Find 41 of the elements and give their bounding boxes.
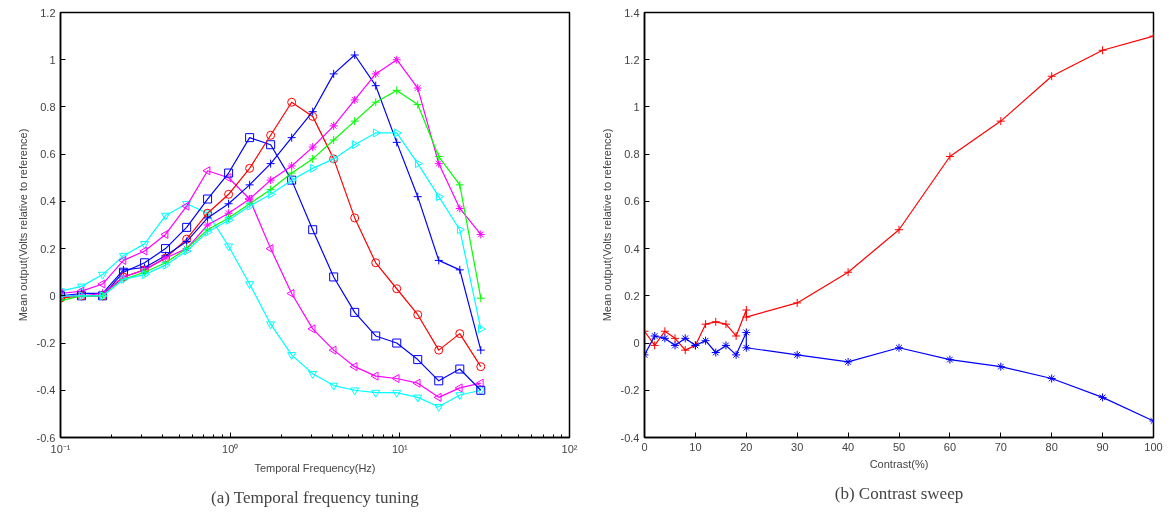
x-tick-label: 10⁰ [222, 442, 239, 455]
y-axis-title: Mean output(Volts relative to reference) [16, 128, 29, 322]
y-tick-label: 1 [633, 100, 640, 113]
x-tick-label: 90 [1096, 440, 1109, 453]
y-tick-label: -0.2 [620, 384, 640, 397]
x-axis-title: Contrast(%) [869, 457, 929, 470]
text: (a) Temporal frequency tuning [211, 487, 420, 507]
y-tick-label: 0.4 [624, 242, 640, 255]
y-tick-label: 1.2 [624, 53, 640, 66]
x-tick-label: 100 [1144, 440, 1163, 453]
y-tick-label: 1 [49, 53, 56, 66]
y-tick-label: 1.4 [624, 6, 640, 19]
x-tick-label: 60 [943, 440, 957, 453]
x-axis-title: Temporal Frequency(Hz) [254, 461, 376, 474]
x-tick-label: 10² [561, 442, 578, 455]
y-tick-label: -0.6 [36, 431, 56, 444]
y-tick-label: -0.4 [36, 384, 56, 397]
x-tick-label: 10 [689, 440, 702, 453]
x-tick-label: 40 [841, 440, 855, 453]
y-tick-label: 0.8 [40, 100, 56, 113]
y-tick-label: -0.2 [36, 337, 56, 350]
x-tick-label: 70 [994, 440, 1007, 453]
x-tick-label: 0 [641, 440, 648, 453]
y-tick-label: 0.6 [624, 195, 640, 208]
x-tick-label: 10¹ [391, 442, 409, 455]
y-tick-label: 0.4 [40, 195, 56, 208]
x-tick-label: 50 [892, 440, 906, 453]
y-tick-label: 0.2 [40, 242, 56, 255]
x-tick-label: 10⁻¹ [50, 442, 71, 455]
y-tick-label: 0 [633, 337, 640, 350]
y-axis-title: Mean output(Volts relative to reference) [600, 128, 613, 322]
y-tick-label: 1.2 [40, 6, 56, 19]
y-tick-label: -0.4 [620, 431, 640, 444]
text: (b) Contrast sweep [834, 483, 964, 503]
x-tick-label: 80 [1045, 440, 1058, 453]
y-tick-label: 0.2 [624, 289, 640, 302]
y-tick-label: 0 [49, 289, 56, 302]
x-tick-label: 20 [740, 440, 753, 453]
x-tick-label: 30 [791, 440, 804, 453]
y-tick-label: 0.6 [40, 148, 56, 161]
y-tick-label: 0.8 [624, 148, 640, 161]
